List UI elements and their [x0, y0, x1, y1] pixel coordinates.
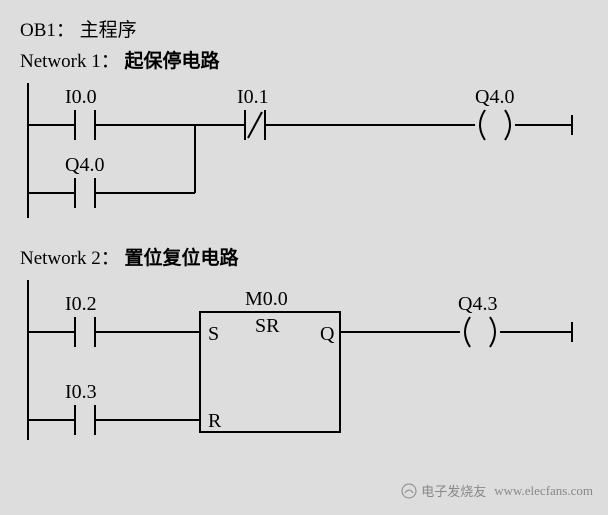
n1-output-label: Q4.0 — [475, 86, 514, 108]
n2-block-type: SR — [255, 315, 280, 337]
ob-header: OB1： 主程序 — [20, 15, 588, 42]
n2-block-s: S — [208, 323, 219, 345]
net2-label: Network 2： — [20, 248, 120, 269]
n2-block-q: Q — [320, 323, 335, 345]
net1-title: 起保停电路 — [124, 51, 219, 72]
watermark-icon — [401, 483, 417, 499]
ob-label: OB1： — [20, 20, 75, 41]
n2-contact-s-label: I0.2 — [65, 293, 97, 315]
n1-branch-label: Q4.0 — [65, 154, 104, 176]
ladder-svg-2: I0.2 I0.3 M0.0 SR S Q R Q4.3 — [20, 280, 580, 440]
watermark: 电子发烧友 www.elecfans.com — [401, 481, 593, 500]
watermark-host: www.elecfans.com — [494, 483, 593, 499]
network2-diagram: I0.2 I0.3 M0.0 SR S Q R Q4.3 — [20, 280, 588, 440]
net1-label: Network 1： — [20, 51, 120, 72]
ob-title: 主程序 — [80, 20, 137, 41]
n2-block-r: R — [208, 410, 222, 432]
n2-output-label: Q4.3 — [458, 293, 497, 315]
network1-header: Network 1： 起保停电路 — [20, 46, 588, 73]
network1-diagram: I0.0 I0.1 Q4.0 Q4.0 — [20, 83, 588, 218]
ladder-svg-1: I0.0 I0.1 Q4.0 Q4.0 — [20, 83, 580, 218]
n1-contact2-label: I0.1 — [237, 86, 269, 108]
n2-block-top: M0.0 — [245, 288, 288, 310]
n2-contact-r-label: I0.3 — [65, 381, 97, 403]
net2-title: 置位复位电路 — [124, 248, 238, 269]
n1-contact1-label: I0.0 — [65, 86, 97, 108]
watermark-brand: 电子发烧友 — [421, 481, 486, 500]
network2-header: Network 2： 置位复位电路 — [20, 243, 588, 270]
